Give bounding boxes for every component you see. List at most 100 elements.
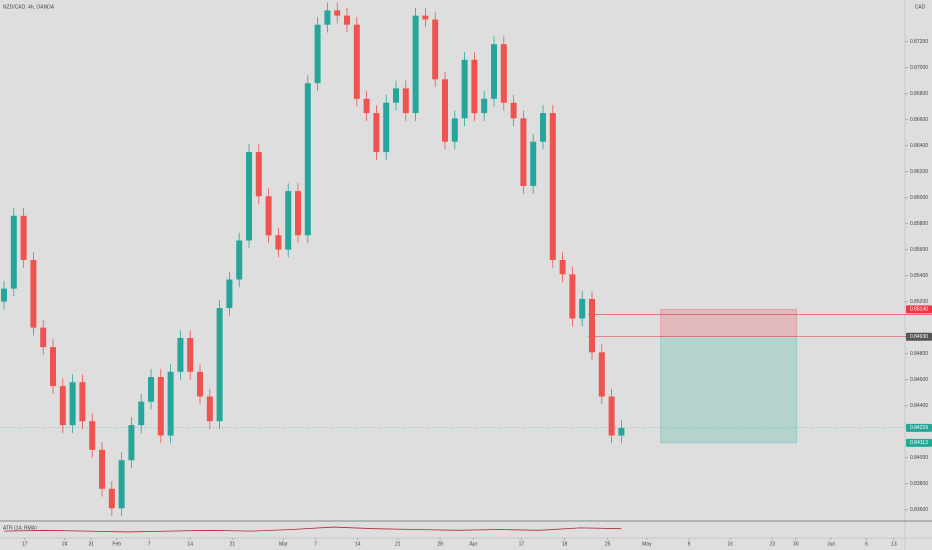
x-tick-label: 13 [891,541,897,547]
candle-body [197,371,204,397]
candle-body [481,98,488,114]
x-tick-label: 16 [727,541,733,547]
x-tick-label: 21 [395,541,401,547]
candle-body [569,274,576,319]
candle-body [540,113,546,142]
candle-body [246,152,253,241]
x-tick-label: Jun [827,541,835,547]
x-tick-label: 30 [793,541,799,547]
y-tick-label: 0.87000 [910,65,928,71]
indicator-label: ATR (14, RMA) [3,525,37,531]
y-tick-label: 0.85800 [910,221,928,227]
y-tick-label: 0.86200 [910,169,928,175]
candle-body [99,449,106,489]
candle-body [442,79,449,142]
target-zone [660,336,798,444]
atr-line [4,526,622,533]
x-tick-label: 6 [865,541,868,547]
candle-body [59,386,66,426]
y-tick-label: 0.84800 [910,351,928,357]
candle-body [79,382,86,422]
entry-badge-text: 0.84930 [910,334,928,340]
y-tick-label: 0.85200 [910,299,928,305]
candle-body [451,118,458,142]
x-tick-label: 21 [230,541,236,547]
candle-body [588,299,595,353]
candle-body [50,347,57,387]
candle-body [167,371,174,436]
y-tick-label: 0.85400 [910,273,928,279]
candle-body [20,215,27,260]
candle-body [30,260,37,328]
candle-body [412,15,419,114]
stop-badge-text: 0.85140 [910,307,928,313]
candle-body [216,308,223,422]
candle-body [314,24,321,84]
candle-body [432,19,439,80]
x-tick-label: 17 [519,541,525,547]
x-tick-label: Mar [279,541,288,547]
candle-body [285,191,292,250]
x-tick-label: 9 [688,541,691,547]
last-price-badge [906,423,932,432]
candle-body [177,338,184,372]
candle-body [530,141,537,186]
stop-badge [906,305,932,314]
candle-body [10,215,17,289]
candle-body [295,191,302,236]
candle-body [187,338,194,372]
candle-body [108,488,115,509]
candle-body [491,44,498,99]
currency-label: CAD [915,4,926,10]
candle-body [324,10,331,25]
x-tick-label: Feb [112,541,121,547]
candle-body [255,152,262,197]
candle-body [559,260,566,275]
candle-body [383,102,390,153]
x-tick-label: 24 [62,541,68,547]
x-tick-label: Apr [470,541,478,547]
candle-body [148,377,155,402]
candle-body [118,460,125,509]
candle-body [138,401,145,426]
candle-body [275,235,282,250]
candle-body [69,382,76,426]
stop-zone [660,309,798,337]
candle-body [304,83,311,236]
x-tick-label: 25 [605,541,611,547]
y-tick-label: 0.84600 [910,377,928,383]
candle-body [471,59,478,114]
y-tick-label: 0.86400 [910,143,928,149]
x-tick-label: 14 [355,541,361,547]
target-badge-text: 0.84113 [910,440,928,446]
y-tick-label: 0.84400 [910,403,928,409]
symbol-title: NZD/CAD, 4h, OANDA [3,4,55,10]
x-tick-label: 23 [770,541,776,547]
y-tick-label: 0.86000 [910,195,928,201]
candle-body [236,240,243,280]
y-tick-label: 0.85600 [910,247,928,253]
candle-body [500,44,507,103]
candle-body [226,279,233,309]
entry-badge [906,332,932,341]
candle-body [89,421,96,450]
candle-body [549,113,556,260]
candle-body [520,118,527,186]
y-tick-label: 0.87200 [910,39,928,45]
candle-body [128,425,135,461]
candle-body [363,98,370,114]
x-tick-label: 18 [562,541,568,547]
candle-body [608,396,615,436]
candle-body [461,59,468,119]
x-tick-label: 14 [187,541,193,547]
candle-body [344,15,351,25]
y-tick-label: 0.83600 [910,507,928,513]
candle-body [265,196,272,236]
x-tick-label: 7 [148,541,151,547]
y-tick-label: 0.84000 [910,455,928,461]
candle-body [510,102,517,119]
candle-body [353,24,360,99]
candle-body [402,88,409,114]
